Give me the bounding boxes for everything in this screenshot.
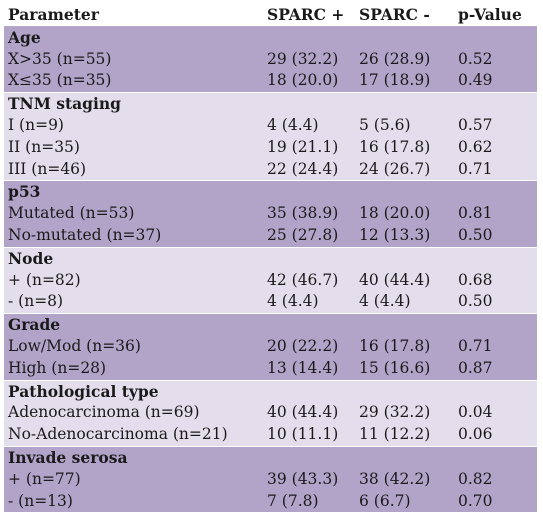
section-row-invade-serosa: Invade serosa — [4, 445, 537, 469]
sparc-positive-cell: 25 (27.8) — [263, 224, 355, 248]
section-title: Pathological type — [4, 379, 537, 403]
sparc-negative-cell: 18 (20.0) — [355, 203, 454, 225]
row-label: No-Adenocarcinoma (n=21) — [4, 424, 263, 447]
p-value-cell: 0.87 — [454, 357, 537, 381]
sparc-negative-cell: 26 (28.9) — [355, 48, 454, 71]
section-title: Invade serosa — [4, 445, 537, 469]
table-row: X>35 (n=55) 29 (32.2) 26 (28.9) 0.52 — [4, 48, 537, 71]
p-value-cell: 0.71 — [454, 158, 537, 181]
row-label: - (n=8) — [4, 291, 263, 314]
row-label: - (n=13) — [4, 490, 263, 513]
table-row: III (n=46) 22 (24.4) 24 (26.7) 0.71 — [4, 158, 537, 181]
table-row: No-Adenocarcinoma (n=21) 10 (11.1) 11 (12.… — [4, 424, 537, 447]
table-row: Adenocarcinoma (n=69) 40 (44.4) 29 (32.2) 0… — [4, 402, 537, 425]
row-label: No-mutated (n=37) — [4, 224, 263, 248]
p-value-cell: 0.62 — [454, 136, 537, 159]
sparc-positive-cell: 35 (38.9) — [263, 203, 355, 225]
row-label: X>35 (n=55) — [4, 48, 263, 71]
p-value-cell: 0.06 — [454, 424, 537, 447]
p-value-cell: 0.50 — [454, 224, 537, 248]
section-row-grade: Grade — [4, 313, 537, 336]
sparc-positive-cell: 42 (46.7) — [263, 269, 355, 292]
sparc-negative-cell: 5 (5.6) — [355, 114, 454, 137]
p-value-cell: 0.82 — [454, 468, 537, 491]
table-row: High (n=28) 13 (14.4) 15 (16.6) 0.87 — [4, 357, 537, 381]
row-label: Adenocarcinoma (n=69) — [4, 402, 263, 425]
sparc-negative-cell: 11 (12.2) — [355, 424, 454, 447]
p-value-cell: 0.49 — [454, 70, 537, 93]
header-sparc-negative: SPARC - — [355, 4, 454, 27]
sparc-negative-cell: 16 (17.8) — [355, 136, 454, 159]
p-value-cell: 0.52 — [454, 48, 537, 71]
p-value-cell: 0.50 — [454, 291, 537, 314]
table-row: - (n=8) 4 (4.4) 4 (4.4) 0.50 — [4, 291, 537, 314]
sparc-positive-cell: 29 (32.2) — [263, 48, 355, 71]
sparc-negative-cell: 16 (17.8) — [355, 335, 454, 358]
sparc-negative-cell: 38 (42.2) — [355, 468, 454, 491]
row-label: High (n=28) — [4, 357, 263, 381]
sparc-negative-cell: 17 (18.9) — [355, 70, 454, 93]
row-label: Mutated (n=53) — [4, 203, 263, 225]
sparc-positive-cell: 40 (44.4) — [263, 402, 355, 425]
section-row-tnm-staging: TNM staging — [4, 92, 537, 115]
p-value-cell: 0.68 — [454, 269, 537, 292]
table-row: + (n=82) 42 (46.7) 40 (44.4) 0.68 — [4, 269, 537, 292]
table-row: + (n=77) 39 (43.3) 38 (42.2) 0.82 — [4, 468, 537, 491]
table-header-row: Parameter SPARC + SPARC - p-Value — [4, 4, 537, 27]
sparc-negative-cell: 24 (26.7) — [355, 158, 454, 181]
sparc-positive-cell: 13 (14.4) — [263, 357, 355, 381]
row-label: + (n=77) — [4, 468, 263, 491]
row-label: III (n=46) — [4, 158, 263, 181]
sparc-positive-cell: 4 (4.4) — [263, 291, 355, 314]
table-row: II (n=35) 19 (21.1) 16 (17.8) 0.62 — [4, 136, 537, 159]
sparc-parameter-table: Parameter SPARC + SPARC - p-Value Age X>3… — [4, 4, 537, 513]
sparc-positive-cell: 4 (4.4) — [263, 114, 355, 137]
table-row: Mutated (n=53) 35 (38.9) 18 (20.0) 0.81 — [4, 203, 537, 225]
sparc-negative-cell: 4 (4.4) — [355, 291, 454, 314]
sparc-positive-cell: 22 (24.4) — [263, 158, 355, 181]
table-row: I (n=9) 4 (4.4) 5 (5.6) 0.57 — [4, 114, 537, 137]
section-row-pathological-type: Pathological type — [4, 379, 537, 403]
row-label: II (n=35) — [4, 136, 263, 159]
header-p-value: p-Value — [454, 4, 537, 27]
section-title: Node — [4, 246, 537, 270]
row-label: Low/Mod (n=36) — [4, 335, 263, 358]
table-row: Low/Mod (n=36) 20 (22.2) 16 (17.8) 0.71 — [4, 335, 537, 358]
p-value-cell: 0.81 — [454, 203, 537, 225]
table-body: Age X>35 (n=55) 29 (32.2) 26 (28.9) 0.52 X≤35… — [4, 26, 537, 513]
sparc-negative-cell: 15 (16.6) — [355, 357, 454, 381]
sparc-negative-cell: 6 (6.7) — [355, 490, 454, 513]
sparc-positive-cell: 20 (22.2) — [263, 335, 355, 358]
table-row: - (n=13) 7 (7.8) 6 (6.7) 0.70 — [4, 490, 537, 513]
sparc-negative-cell: 40 (44.4) — [355, 269, 454, 292]
p-value-cell: 0.71 — [454, 335, 537, 358]
sparc-positive-cell: 18 (20.0) — [263, 70, 355, 93]
sparc-positive-cell: 7 (7.8) — [263, 490, 355, 513]
section-title: Age — [4, 26, 537, 49]
section-row-p53: p53 — [4, 180, 537, 204]
section-title: Grade — [4, 313, 537, 336]
row-label: + (n=82) — [4, 269, 263, 292]
sparc-negative-cell: 29 (32.2) — [355, 402, 454, 425]
sparc-positive-cell: 19 (21.1) — [263, 136, 355, 159]
sparc-positive-cell: 39 (43.3) — [263, 468, 355, 491]
sparc-positive-cell: 10 (11.1) — [263, 424, 355, 447]
p-value-cell: 0.70 — [454, 490, 537, 513]
section-row-node: Node — [4, 246, 537, 270]
section-title: TNM staging — [4, 92, 537, 115]
section-row-age: Age — [4, 26, 537, 49]
row-label: X≤35 (n=35) — [4, 70, 263, 93]
table-row: X≤35 (n=35) 18 (20.0) 17 (18.9) 0.49 — [4, 70, 537, 93]
header-sparc-positive: SPARC + — [263, 4, 355, 27]
p-value-cell: 0.04 — [454, 402, 537, 425]
table-row: No-mutated (n=37) 25 (27.8) 12 (13.3) 0.50 — [4, 224, 537, 248]
section-title: p53 — [4, 180, 537, 204]
p-value-cell: 0.57 — [454, 114, 537, 137]
sparc-negative-cell: 12 (13.3) — [355, 224, 454, 248]
row-label: I (n=9) — [4, 114, 263, 137]
header-parameter: Parameter — [4, 4, 263, 27]
